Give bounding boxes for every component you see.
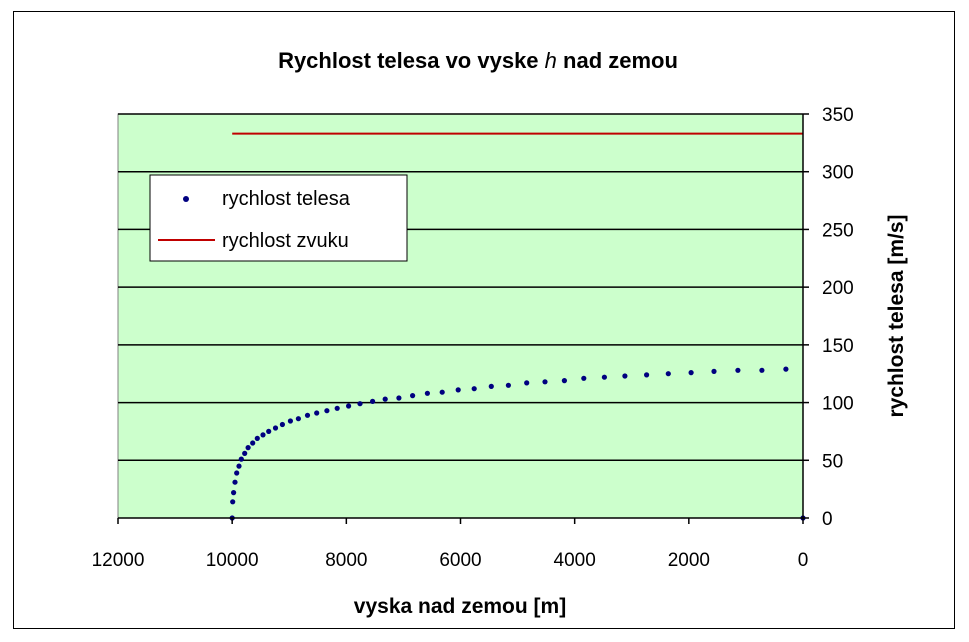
data-point-rychlost-telesa-28 <box>439 389 445 395</box>
y-tick-label-150: 150 <box>822 336 854 357</box>
data-point-rychlost-telesa-41 <box>688 370 694 376</box>
data-point-rychlost-telesa-43 <box>735 367 741 373</box>
x-axis-label: vyska nad zemou [m] <box>354 595 566 618</box>
data-point-rychlost-telesa-39 <box>644 372 650 378</box>
y-tick-label-50: 50 <box>822 451 843 472</box>
x-tick-label-12000: 12000 <box>92 550 145 571</box>
chart-title-variable: h <box>545 48 557 73</box>
data-point-rychlost-telesa-31 <box>488 383 494 389</box>
x-tick-label-4000: 4000 <box>554 550 596 571</box>
x-tick-label-6000: 6000 <box>439 550 481 571</box>
legend-box <box>149 174 408 262</box>
data-point-rychlost-telesa-34 <box>542 379 548 385</box>
chart-title-part-1: Rychlost telesa vo vyske <box>278 48 545 73</box>
series-layer <box>229 132 806 521</box>
data-point-rychlost-telesa-8 <box>245 445 251 451</box>
data-point-rychlost-telesa-10 <box>254 435 260 441</box>
y-tick-label-250: 250 <box>822 220 854 241</box>
data-point-rychlost-telesa-42 <box>711 368 717 374</box>
data-point-rychlost-telesa-22 <box>357 401 363 407</box>
data-point-rychlost-telesa-20 <box>334 405 340 411</box>
x-tick-label-10000: 10000 <box>206 550 259 571</box>
data-point-rychlost-telesa-6 <box>238 456 244 462</box>
data-point-rychlost-telesa-40 <box>665 371 671 377</box>
data-point-rychlost-telesa-9 <box>250 440 256 446</box>
legend-label-rychlost-zvuku: rychlost zvuku <box>222 230 349 252</box>
y-tick-label-350: 350 <box>822 105 854 126</box>
data-point-rychlost-telesa-36 <box>581 375 587 381</box>
y-axis-label: rychlost telesa [m/s] <box>885 214 908 417</box>
data-point-rychlost-telesa-4 <box>234 470 240 476</box>
legend-marker-rychlost-telesa <box>183 196 189 202</box>
y-tick-label-0: 0 <box>822 509 833 530</box>
data-point-rychlost-telesa-38 <box>622 373 628 379</box>
data-point-rychlost-telesa-23 <box>370 398 376 404</box>
data-point-rychlost-telesa-44 <box>759 367 765 373</box>
data-point-rychlost-telesa-7 <box>242 450 248 456</box>
data-point-rychlost-telesa-17 <box>304 412 311 418</box>
data-point-rychlost-telesa-11 <box>260 432 266 438</box>
data-point-rychlost-telesa-3 <box>232 479 238 485</box>
data-point-rychlost-telesa-1 <box>230 499 236 505</box>
data-point-rychlost-telesa-16 <box>295 416 301 422</box>
axes <box>117 113 809 524</box>
data-point-rychlost-telesa-30 <box>471 386 477 392</box>
data-point-rychlost-telesa-21 <box>346 403 352 409</box>
data-point-rychlost-telesa-32 <box>505 382 511 388</box>
data-point-rychlost-telesa-26 <box>410 393 416 399</box>
data-point-rychlost-telesa-12 <box>266 428 272 434</box>
data-point-rychlost-telesa-29 <box>455 387 461 393</box>
data-point-rychlost-telesa-37 <box>601 374 608 380</box>
data-point-rychlost-telesa-25 <box>396 395 402 401</box>
x-tick-label-2000: 2000 <box>668 550 710 571</box>
data-point-rychlost-telesa-19 <box>324 408 330 414</box>
y-tick-label-300: 300 <box>822 163 854 184</box>
data-point-rychlost-telesa-33 <box>524 380 530 386</box>
x-tick-label-0: 0 <box>798 550 809 571</box>
legend-label-rychlost-telesa: rychlost telesa <box>222 188 351 210</box>
chart-title: Rychlost telesa vo vyske h nad zemou <box>278 48 678 73</box>
data-point-rychlost-telesa-45 <box>783 366 789 372</box>
data-point-rychlost-telesa-2 <box>231 490 237 496</box>
chart-title-part-3: nad zemou <box>557 48 678 73</box>
y-tick-label-100: 100 <box>822 394 854 415</box>
data-point-rychlost-telesa-18 <box>314 410 320 416</box>
legend: rychlost telesa rychlost zvuku <box>149 174 408 262</box>
data-point-rychlost-telesa-24 <box>382 396 388 402</box>
data-point-rychlost-telesa-13 <box>272 425 279 431</box>
tick-labels: 12000 10000 8000 6000 4000 2000 00 50 100 150 200 2… <box>92 105 854 571</box>
data-point-rychlost-telesa-35 <box>561 378 568 384</box>
x-tick-label-8000: 8000 <box>325 550 367 571</box>
data-point-rychlost-telesa-14 <box>279 421 285 428</box>
data-point-rychlost-telesa-27 <box>424 390 430 396</box>
data-point-rychlost-telesa-5 <box>236 463 242 469</box>
data-point-rychlost-telesa-15 <box>287 418 293 424</box>
y-tick-label-200: 200 <box>822 278 854 299</box>
